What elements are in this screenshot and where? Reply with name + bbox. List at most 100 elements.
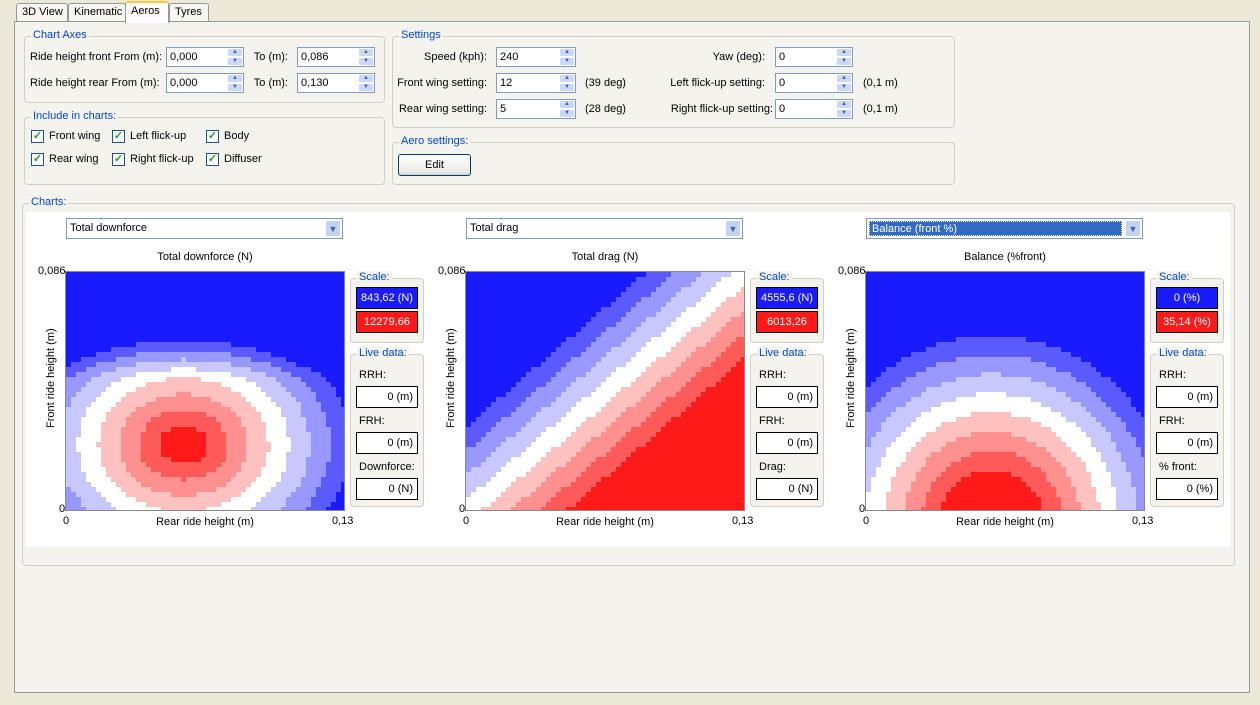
front-from-input[interactable]: 0,000 ▲ ▼ [166, 47, 244, 67]
edit-button[interactable]: Edit [398, 154, 471, 176]
right-flick-up-setting-value: 0 [779, 103, 786, 115]
spin-down-arrow-icon[interactable]: ▼ [227, 57, 243, 66]
left-flick-up-unit: (0,1 m) [863, 77, 898, 89]
spin-down-arrow-icon[interactable]: ▼ [227, 83, 243, 92]
drag-x-axis-label: Rear ride height (m) [556, 516, 654, 528]
downforce-selector-value: Total downforce [70, 222, 148, 234]
right-flick-up-label: Right flick-up [130, 153, 194, 165]
rear-from-input[interactable]: 0,000 ▲ ▼ [166, 73, 244, 93]
balance-x-max-tick: 0,13 [1132, 515, 1154, 527]
left-flick-up-checkbox[interactable]: ✓ [112, 130, 125, 143]
spin-up-arrow-icon[interactable]: ▲ [227, 48, 243, 57]
right-flick-up-checkbox[interactable]: ✓ [112, 153, 125, 166]
chevron-down-icon[interactable]: ▼ [1125, 220, 1141, 237]
spin-down-arrow-icon[interactable]: ▼ [836, 83, 852, 92]
spin-down-arrow-icon[interactable]: ▼ [358, 57, 374, 66]
downforce-chart-selector[interactable]: Total downforce ▼ [66, 218, 343, 239]
chevron-down-icon[interactable]: ▼ [325, 220, 341, 237]
spin-up-arrow-icon[interactable]: ▲ [559, 48, 575, 57]
yaw-value: 0 [779, 51, 786, 63]
rear-wing-label: Rear wing [49, 153, 99, 165]
balance-rrh-value: 0 (m) [1156, 386, 1218, 408]
include-legend: Include in charts: [31, 110, 119, 122]
drag-contour-plot[interactable] [465, 271, 745, 511]
downforce-live-legend: Live data: [357, 347, 409, 359]
spin-up-arrow-icon[interactable]: ▲ [559, 74, 575, 83]
tab-tyres[interactable]: Tyres [169, 3, 209, 22]
drag-y-max-tick: 0,086 [438, 265, 466, 277]
balance-y-min-tick: 0 [859, 503, 866, 515]
charts-legend: Charts: [29, 196, 69, 208]
rear-to-label: To (m): [253, 77, 288, 89]
body-checkbox[interactable]: ✓ [206, 130, 219, 143]
spin-down-arrow-icon[interactable]: ▼ [358, 83, 374, 92]
tab-label: Tyres [175, 6, 202, 18]
downforce-rrh-label: RRH: [359, 369, 386, 381]
chevron-down-icon[interactable]: ▼ [725, 220, 741, 237]
rear-from-label: Ride height rear From (m): [30, 77, 160, 89]
front-to-input[interactable]: 0,086 ▲ ▼ [297, 47, 375, 67]
spin-up-arrow-icon[interactable]: ▲ [836, 100, 852, 109]
right-flick-up-setting-input[interactable]: 0 ▲ ▼ [775, 99, 853, 119]
front-to-label: To (m): [253, 51, 288, 63]
downforce-extra-label: Downforce: [359, 461, 415, 473]
drag-y-axis-label: Front ride height (m) [445, 328, 457, 428]
downforce-scale-high: 12279,66 [356, 311, 418, 333]
downforce-scale-legend: Scale: [357, 271, 392, 283]
balance-contour-plot[interactable] [865, 271, 1145, 511]
tab-3d-view[interactable]: 3D View [16, 3, 68, 22]
spin-up-arrow-icon[interactable]: ▲ [836, 74, 852, 83]
spin-down-arrow-icon[interactable]: ▼ [836, 57, 852, 66]
tab-label: Kinematic [74, 6, 123, 18]
tab-aeros[interactable]: Aeros [125, 1, 169, 23]
spin-up-arrow-icon[interactable]: ▲ [358, 48, 374, 57]
speed-input[interactable]: 240 ▲ ▼ [496, 47, 576, 67]
spin-up-arrow-icon[interactable]: ▲ [836, 48, 852, 57]
spin-down-arrow-icon[interactable]: ▼ [559, 57, 575, 66]
downforce-frh-label: FRH: [359, 415, 385, 427]
balance-scale-legend: Scale: [1157, 271, 1192, 283]
checkmark-icon: ✓ [32, 130, 43, 142]
front-wing-unit: (39 deg) [585, 77, 626, 89]
spin-down-arrow-icon[interactable]: ▼ [559, 109, 575, 118]
spin-up-arrow-icon[interactable]: ▲ [358, 74, 374, 83]
front-wing-setting-input[interactable]: 12 ▲ ▼ [496, 73, 576, 93]
downforce-y-min-tick: 0 [59, 503, 66, 515]
drag-x-min-tick: 0 [463, 515, 470, 527]
front-from-label: Ride height front From (m): [30, 51, 163, 63]
downforce-x-axis-label: Rear ride height (m) [156, 516, 254, 528]
spin-down-arrow-icon[interactable]: ▼ [559, 83, 575, 92]
tab-label: Aeros [131, 5, 160, 17]
downforce-x-max-tick: 0,13 [332, 515, 354, 527]
yaw-input[interactable]: 0 ▲ ▼ [775, 47, 853, 67]
drag-rrh-label: RRH: [759, 369, 786, 381]
rear-wing-checkbox[interactable]: ✓ [31, 153, 44, 166]
front-wing-checkbox[interactable]: ✓ [31, 130, 44, 143]
left-flick-up-setting-value: 0 [779, 77, 786, 89]
spin-down-arrow-icon[interactable]: ▼ [836, 109, 852, 118]
spin-up-arrow-icon[interactable]: ▲ [227, 74, 243, 83]
settings-group: Settings [392, 29, 955, 128]
spin-up-arrow-icon[interactable]: ▲ [559, 100, 575, 109]
balance-y-max-tick: 0,086 [838, 265, 866, 277]
checkmark-icon: ✓ [113, 130, 124, 142]
balance-selector-value: Balance (front %) [869, 221, 1122, 236]
rear-to-value: 0,130 [301, 77, 329, 89]
downforce-y-axis-label: Front ride height (m) [45, 328, 57, 428]
diffuser-checkbox[interactable]: ✓ [206, 153, 219, 166]
tab-kinematic[interactable]: Kinematic [68, 3, 126, 22]
tab-label: 3D View [22, 6, 63, 18]
front-from-value: 0,000 [170, 51, 198, 63]
drag-scale-high: 6013,26 [756, 311, 818, 333]
balance-chart-selector[interactable]: Balance (front %) ▼ [866, 218, 1143, 239]
right-flick-up-unit: (0,1 m) [863, 103, 898, 115]
balance-y-axis-label: Front ride height (m) [845, 328, 857, 428]
downforce-contour-plot[interactable] [65, 271, 345, 511]
yaw-label: Yaw (deg): [712, 51, 765, 63]
checkmark-icon: ✓ [207, 153, 218, 165]
front-wing-label: Front wing [49, 130, 101, 142]
drag-chart-selector[interactable]: Total drag ▼ [466, 218, 743, 239]
left-flick-up-setting-input[interactable]: 0 ▲ ▼ [775, 73, 853, 93]
rear-wing-setting-input[interactable]: 5 ▲ ▼ [496, 99, 576, 119]
rear-to-input[interactable]: 0,130 ▲ ▼ [297, 73, 375, 93]
